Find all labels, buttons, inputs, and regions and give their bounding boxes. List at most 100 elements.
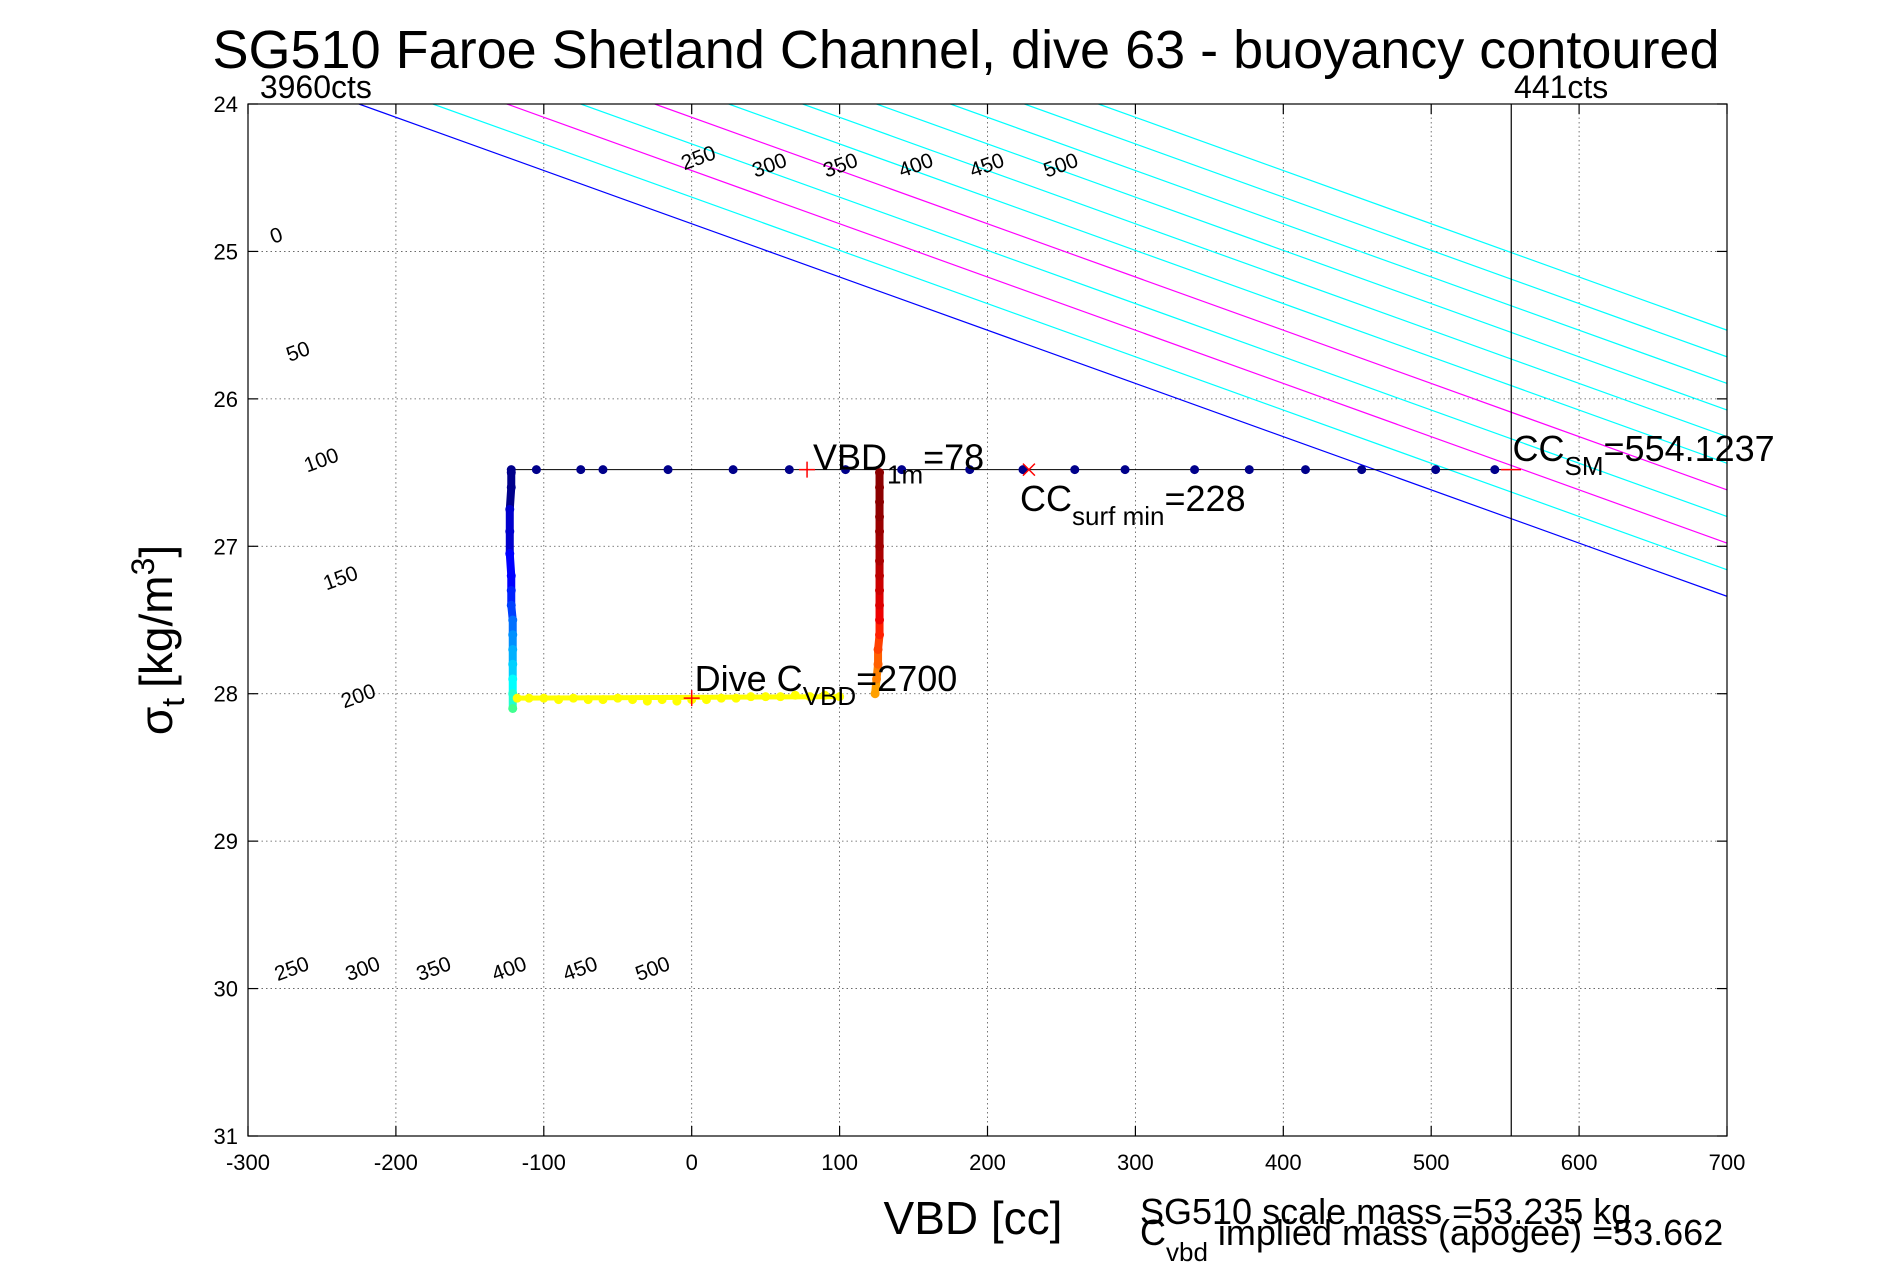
bottom-point <box>583 695 593 705</box>
data-series <box>505 104 1512 1136</box>
y-axis-label-close: ] <box>130 545 182 558</box>
y-axis-label-sub: t <box>155 698 191 707</box>
implied-mass-text: Cvbd implied mass (apogee) =53.662 <box>1140 1212 1723 1262</box>
ascent-point <box>875 630 885 640</box>
descent-point <box>506 571 516 581</box>
ascent-point <box>875 571 885 581</box>
y-axis-label: σt [kg/m3] <box>125 545 191 735</box>
y-tick-label: 26 <box>214 387 238 412</box>
x-tick-label: 400 <box>1265 1150 1302 1175</box>
ascent-point <box>875 615 885 625</box>
surface-point <box>1190 465 1200 475</box>
descent-point <box>506 600 516 610</box>
ascent-point <box>875 556 885 566</box>
bottom-point <box>805 692 815 702</box>
x-tick-label: 200 <box>969 1150 1006 1175</box>
bottom-point <box>657 695 667 705</box>
ascent-point <box>875 497 885 507</box>
bottom-point <box>628 695 638 705</box>
contour-line-250 <box>728 104 1727 464</box>
y-tick-label: 28 <box>214 682 238 707</box>
bottom-point <box>613 693 623 703</box>
x-tick-label: -200 <box>374 1150 418 1175</box>
descent-point <box>508 630 518 640</box>
surface-point <box>1300 465 1310 475</box>
bottom-point <box>835 692 845 702</box>
scale-mass-text: SG510 scale mass =53.235 kg <box>1140 1191 1631 1232</box>
surface-point <box>965 465 975 475</box>
ascent-point <box>873 644 883 654</box>
descent-point <box>505 527 515 537</box>
ascent-point <box>875 600 885 610</box>
y-tick-label: 29 <box>214 829 238 854</box>
contour-line-300 <box>802 104 1727 438</box>
descent-point <box>506 586 516 596</box>
ascent-point <box>875 512 885 522</box>
contour-line-450 <box>1024 104 1727 358</box>
x-axis-label: VBD [cc] <box>884 1192 1063 1244</box>
x-tick-label: -300 <box>226 1150 270 1175</box>
ascent-point <box>875 468 885 478</box>
surface-point <box>663 465 673 475</box>
bottom-point <box>554 695 564 705</box>
surface-point <box>1244 465 1254 475</box>
chart-title: SG510 Faroe Shetland Channel, dive 63 - … <box>213 20 1720 80</box>
contour-line-0 <box>358 104 1727 597</box>
vbd-1m-marker <box>799 461 816 478</box>
bottom-point <box>790 690 800 700</box>
y-axis-label-unit: [kg/m <box>130 575 182 687</box>
svg-text:σt[kg/m3]: σt [kg/m3] <box>125 545 191 735</box>
y-tick-label: 24 <box>214 92 238 117</box>
y-axis-label-sigma: σ <box>130 707 182 735</box>
grid <box>248 104 1727 1136</box>
bottom-point <box>746 692 756 702</box>
bottom-point <box>642 696 652 706</box>
descent-point <box>508 703 518 713</box>
surface-point <box>1018 465 1028 475</box>
bottom-point <box>701 695 711 705</box>
x-tick-label: 0 <box>686 1150 698 1175</box>
surface-point <box>897 465 907 475</box>
descent-point <box>506 482 516 492</box>
x-tick-label: -100 <box>522 1150 566 1175</box>
y-tick-label: 30 <box>214 977 238 1002</box>
cc-surf-min-marker <box>1022 463 1036 477</box>
ascent-point <box>872 674 882 684</box>
contour-line-100 <box>506 104 1727 544</box>
ascent-point <box>875 541 885 551</box>
bottom-point <box>598 695 608 705</box>
y-axis-label-sup: 3 <box>125 558 161 576</box>
cts-left-label: 3960cts <box>260 69 372 105</box>
descent-point <box>508 674 518 684</box>
surface-point <box>1357 465 1367 475</box>
bottom-point <box>731 693 741 703</box>
bottom-point <box>524 693 534 703</box>
ascent-point <box>873 659 883 669</box>
ascent-point <box>870 689 880 699</box>
descent-point <box>508 659 518 669</box>
x-tick-label: 600 <box>1561 1150 1598 1175</box>
y-tick-label: 27 <box>214 534 238 559</box>
surface-point <box>728 465 738 475</box>
bottom-point <box>512 693 522 703</box>
bottom-point <box>761 692 771 702</box>
y-tick-label: 25 <box>214 239 238 264</box>
bottom-point <box>775 692 785 702</box>
vbd-1m-annotation: VBD1m=78 <box>813 437 984 490</box>
cc-surf-min-annotation: CCsurf min=228 <box>1020 478 1246 531</box>
surface-point <box>1490 465 1500 475</box>
cc-sm-annotation: CCSM=554.1237 <box>1513 428 1775 481</box>
dive-cvbd-marker <box>683 690 700 707</box>
buoyancy-contours <box>358 104 1727 597</box>
surface-point <box>1120 465 1130 475</box>
bottom-point <box>820 690 830 700</box>
cts-right-label: 441cts <box>1514 69 1608 105</box>
contour-line-350 <box>876 104 1727 411</box>
axis-ticks: -300 -200 -100 0 100 200 300 400 500 600 700 24 25 26… <box>214 92 1746 1175</box>
surface-point <box>1431 465 1441 475</box>
contour-line-500 <box>1098 104 1727 331</box>
descent-point <box>505 504 515 514</box>
bottom-point <box>568 693 578 703</box>
descent-point <box>508 644 518 654</box>
